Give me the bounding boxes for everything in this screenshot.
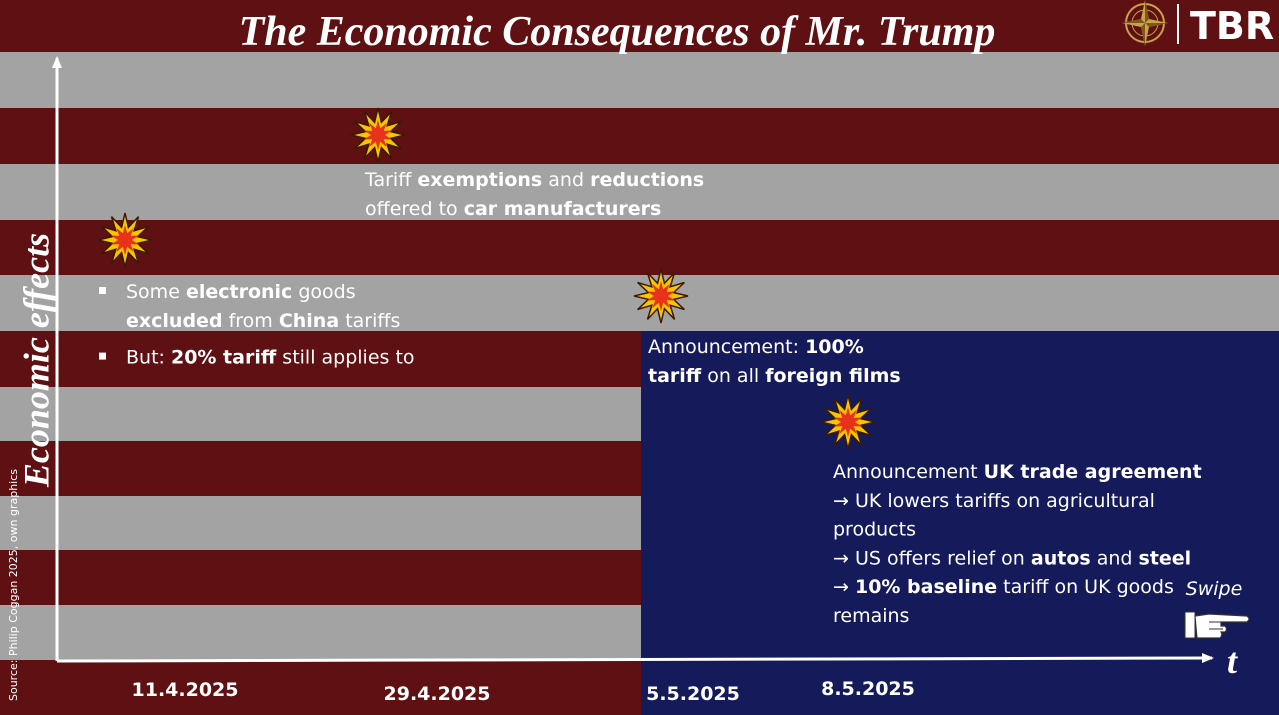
event-text-line: remains xyxy=(833,605,909,627)
event-text-line: Announcement: 100% xyxy=(648,336,864,358)
explosion-icon xyxy=(820,394,876,450)
compass-logo xyxy=(1122,0,1168,46)
text: on all xyxy=(701,365,765,387)
text: tariffs xyxy=(339,310,400,332)
event: 5.5.2025 Announcement: 100% tariff on all … xyxy=(633,268,901,705)
stripe xyxy=(0,52,1279,108)
bold-text: 10% baseline xyxy=(855,576,997,598)
text: still applies to xyxy=(276,347,414,369)
bold-text: exemptions xyxy=(417,169,542,191)
event-date: 11.4.2025 xyxy=(132,679,239,701)
swipe-hand-icon[interactable] xyxy=(1184,611,1250,639)
bold-text: steel xyxy=(1139,547,1192,569)
text: and xyxy=(1091,547,1139,569)
explosion-icon xyxy=(633,268,689,324)
stripe xyxy=(0,164,1279,220)
text: But: xyxy=(126,347,171,369)
text: → US offers relief on xyxy=(833,547,1031,569)
bold-text: tariff xyxy=(648,365,702,387)
bold-text: autos xyxy=(1031,547,1091,569)
event-date: 29.4.2025 xyxy=(384,683,491,705)
event: 29.4.2025 Tariff exemptions and reduction… xyxy=(350,107,704,705)
text: remains xyxy=(833,605,909,627)
bold-text: electronic xyxy=(186,281,292,303)
event: 8.5.2025 Announcement UK trade agreement →… xyxy=(820,394,1202,700)
text: tariff on UK goods xyxy=(997,576,1174,598)
event-date: 8.5.2025 xyxy=(821,678,915,700)
bold-text: 20% tariff xyxy=(171,347,277,369)
bold-text: foreign films xyxy=(765,365,901,387)
text: Tariff xyxy=(364,169,417,191)
bullet xyxy=(99,287,106,294)
event-text-line: products xyxy=(833,519,916,541)
text: offered to xyxy=(365,198,464,220)
text: products xyxy=(833,519,916,541)
explosion-icon xyxy=(97,212,153,268)
swipe-label[interactable]: Swipe xyxy=(1186,578,1243,600)
title: The Economic Consequences of Mr. Trump xyxy=(239,9,996,55)
text: → xyxy=(833,576,855,598)
text: goods xyxy=(292,281,355,303)
burst-inner xyxy=(363,120,393,150)
x-axis-label: t xyxy=(1227,641,1238,681)
event: 11.4.2025 Some electronic goods excluded f… xyxy=(97,212,415,701)
event-text-line: Tariff exemptions and reductions xyxy=(364,169,704,191)
y-axis-label: Economic effects xyxy=(16,233,56,488)
event-date: 5.5.2025 xyxy=(646,683,740,705)
x-axis xyxy=(56,653,1214,664)
text: and xyxy=(542,169,590,191)
burst-inner xyxy=(833,407,863,437)
bold-text: 100% xyxy=(805,336,864,358)
stripe xyxy=(0,108,1279,164)
source: Source: Philip Coggan 2025, own graphics xyxy=(7,469,20,701)
text: from xyxy=(223,310,279,332)
event-text-line: → US offers relief on autos and steel xyxy=(833,547,1191,569)
text: Some xyxy=(126,281,186,303)
event-text-line: tariff on all foreign films xyxy=(648,365,901,387)
event-text-line: excluded from China tariffs xyxy=(126,310,400,332)
event-text-line: Announcement UK trade agreement xyxy=(833,461,1202,483)
bold-text: UK trade agreement xyxy=(984,461,1202,483)
event-text-line: Some electronic goods xyxy=(126,281,356,303)
burst-inner xyxy=(646,281,676,311)
blue-canton xyxy=(641,331,1279,715)
text: Announcement xyxy=(833,461,984,483)
bold-text: reductions xyxy=(590,169,704,191)
event-text-line: offered to car manufacturers xyxy=(365,198,661,220)
text: Announcement: xyxy=(648,336,805,358)
events: 11.4.2025 Some electronic goods excluded f… xyxy=(97,107,1202,705)
explosion-icon xyxy=(350,107,406,163)
event-text-line: But: 20% tariff still applies to xyxy=(126,347,415,369)
stripe xyxy=(0,0,1279,52)
bold-text: China xyxy=(279,310,339,332)
event-text-line: → UK lowers tariffs on agricultural xyxy=(833,490,1155,512)
bold-text: excluded xyxy=(126,310,223,332)
bullet xyxy=(99,352,106,360)
burst-inner xyxy=(110,225,140,255)
event-text-line: → 10% baseline tariff on UK goods xyxy=(833,576,1174,598)
bold-text: car manufacturers xyxy=(464,198,662,220)
logo-text: TBR xyxy=(1190,4,1274,48)
text: → UK lowers tariffs on agricultural xyxy=(833,490,1155,512)
stripe xyxy=(0,220,1279,275)
